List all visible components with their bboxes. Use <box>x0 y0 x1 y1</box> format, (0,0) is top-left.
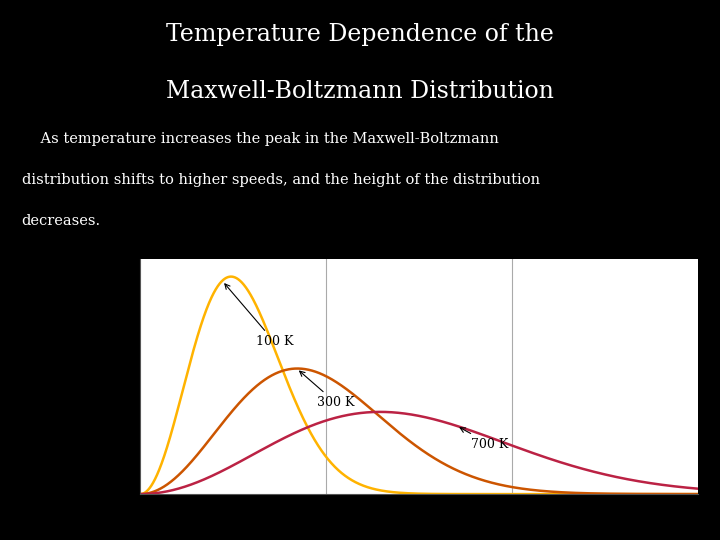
X-axis label: Molecular speed (m/s): Molecular speed (m/s) <box>348 521 490 534</box>
Text: N₂ (28.02 g/mol): N₂ (28.02 g/mol) <box>366 245 472 258</box>
Text: 700 K: 700 K <box>460 428 509 450</box>
Text: decreases.: decreases. <box>22 214 101 228</box>
Text: As temperature increases the peak in the Maxwell-Boltzmann: As temperature increases the peak in the… <box>22 132 498 146</box>
Text: Temperature Dependence of the: Temperature Dependence of the <box>166 23 554 46</box>
Text: 100 K: 100 K <box>225 284 293 348</box>
Text: 300 K: 300 K <box>300 371 355 409</box>
Text: distribution shifts to higher speeds, and the height of the distribution: distribution shifts to higher speeds, an… <box>22 173 540 187</box>
Text: Maxwell-Boltzmann Distribution: Maxwell-Boltzmann Distribution <box>166 80 554 103</box>
Y-axis label: Number of molecules: Number of molecules <box>123 309 136 444</box>
